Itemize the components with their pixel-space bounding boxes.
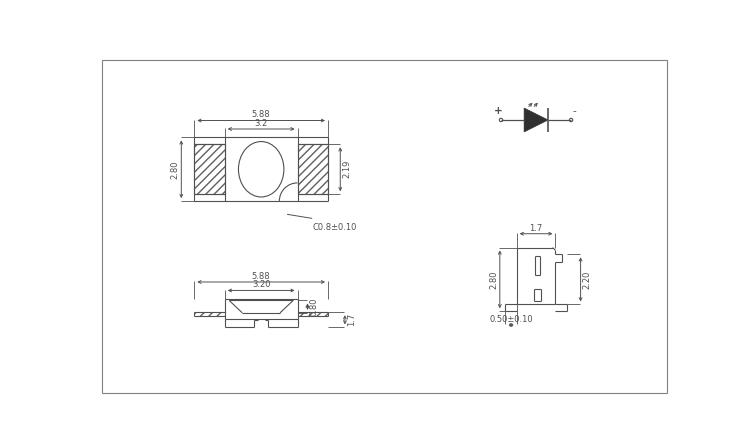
Text: 0.80: 0.80 [310, 297, 319, 316]
Polygon shape [524, 108, 548, 132]
Text: 3.2: 3.2 [254, 119, 268, 128]
Bar [298, 144, 328, 194]
Text: 2.19: 2.19 [342, 160, 351, 178]
Text: 3.20: 3.20 [252, 280, 271, 289]
Text: 0.50±0.10: 0.50±0.10 [489, 315, 533, 324]
Bar [194, 312, 225, 316]
Text: 2.20: 2.20 [583, 270, 592, 289]
Text: 2.80: 2.80 [170, 160, 179, 178]
Text: 5.88: 5.88 [252, 110, 271, 119]
Text: 1.7: 1.7 [346, 313, 355, 327]
Text: 5.88: 5.88 [252, 272, 271, 281]
Text: -: - [572, 106, 576, 116]
Text: +: + [494, 106, 502, 116]
Text: 2.80: 2.80 [489, 270, 498, 289]
Bar [298, 312, 328, 316]
Bar [194, 144, 225, 194]
Text: C0.8±0.10: C0.8±0.10 [313, 223, 357, 232]
Text: 1.7: 1.7 [530, 224, 543, 233]
